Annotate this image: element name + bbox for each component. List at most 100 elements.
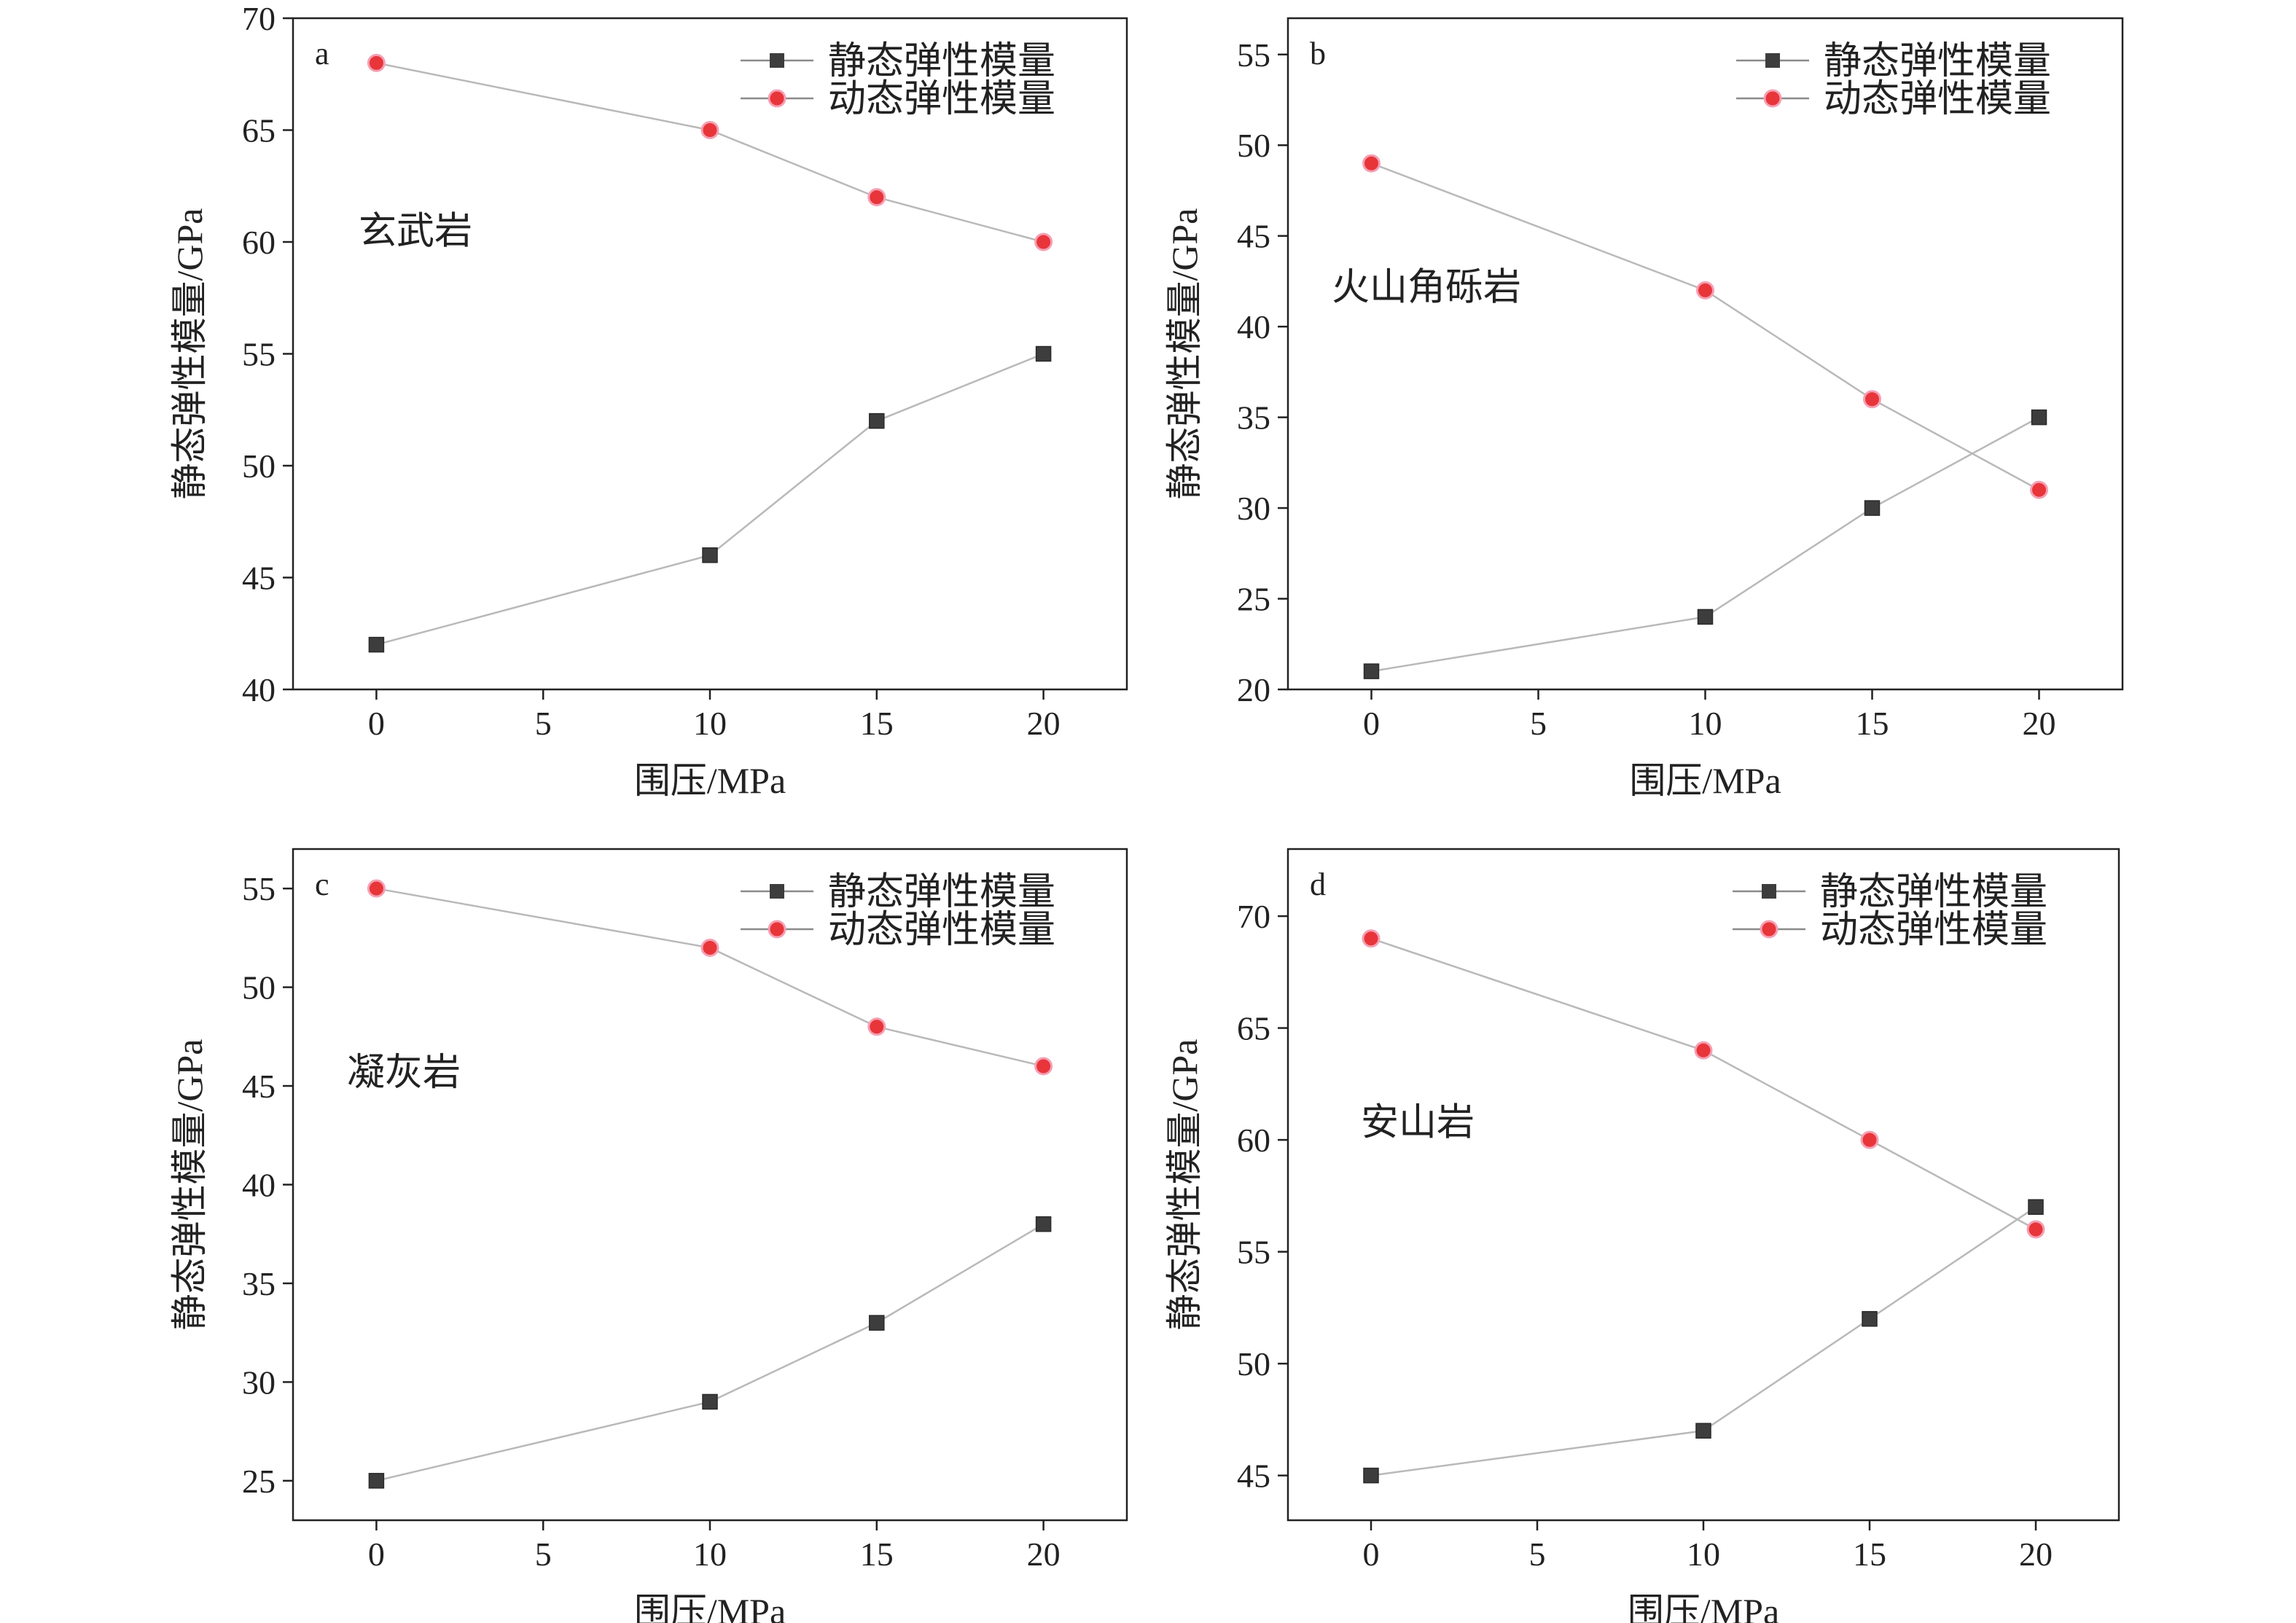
- data-point-dynamic: [1362, 154, 1381, 173]
- panel-label: b: [1310, 36, 1326, 71]
- x-axis-label: 围压/MPa: [1628, 1591, 1779, 1623]
- x-axis-label: 围压/MPa: [1629, 760, 1781, 801]
- y-tick-label: 55: [242, 336, 276, 373]
- data-point-dynamic: [1034, 232, 1053, 251]
- data-point-static: [1697, 609, 1714, 625]
- y-tick-label: 50: [1237, 1345, 1270, 1383]
- y-tick-label: 25: [1237, 581, 1270, 618]
- x-tick-label: 5: [535, 705, 552, 742]
- y-tick-label: 45: [1237, 1458, 1270, 1495]
- y-tick-label: 55: [1237, 36, 1270, 74]
- series-line-static: [376, 1223, 1044, 1482]
- data-point-static: [1035, 1216, 1052, 1232]
- y-tick-label: 45: [1237, 218, 1270, 255]
- y-tick-label: 55: [1237, 1234, 1270, 1271]
- legend-item-dynamic: 动态弹性模量: [1736, 79, 2051, 120]
- panel-label: a: [315, 36, 329, 71]
- data-point-static: [702, 1393, 718, 1410]
- data-point-dynamic: [700, 121, 719, 139]
- legend-item-static: 静态弹性模量: [1733, 872, 2047, 913]
- data-point-static: [869, 412, 885, 429]
- series-line-static: [1371, 416, 2040, 673]
- x-tick-label: 10: [1689, 705, 1722, 742]
- data-point-static: [1363, 663, 1380, 679]
- x-tick-label: 10: [1687, 1536, 1720, 1573]
- rock-type-annotation: 安山岩: [1361, 1103, 1475, 1144]
- x-tick-label: 20: [1027, 705, 1061, 742]
- data-point-static: [2031, 409, 2047, 426]
- legend-item-static: 静态弹性模量: [1736, 41, 2051, 82]
- legend-marker-square: [1762, 884, 1776, 899]
- data-point-dynamic: [1860, 1130, 1879, 1149]
- x-tick-label: 15: [1856, 705, 1889, 742]
- data-point-dynamic: [700, 938, 719, 957]
- data-point-static: [368, 636, 385, 653]
- x-axis-label: 围压/MPa: [634, 1591, 786, 1623]
- data-point-dynamic: [1696, 281, 1714, 300]
- y-tick-label: 20: [1237, 671, 1270, 708]
- y-axis-label: 静态弹性模量/GPa: [169, 1039, 210, 1331]
- legend-marker-square: [1765, 53, 1780, 68]
- series-line-static: [1370, 1206, 2037, 1477]
- legend-item-static: 静态弹性模量: [741, 872, 1055, 913]
- series-line-dynamic: [376, 62, 1044, 243]
- y-tick-label: 35: [1237, 399, 1270, 437]
- legend-label: 静态弹性模量: [1824, 41, 2051, 82]
- legend-item-dynamic: 动态弹性模量: [1733, 910, 2047, 951]
- y-tick-label: 65: [1237, 1010, 1270, 1047]
- x-tick-label: 20: [1027, 1536, 1061, 1573]
- y-tick-label: 50: [242, 447, 276, 485]
- data-point-dynamic: [867, 1017, 886, 1036]
- y-tick-label: 40: [242, 1167, 276, 1204]
- data-point-static: [1695, 1423, 1711, 1439]
- panel-label: c: [315, 867, 329, 902]
- data-point-dynamic: [1694, 1041, 1713, 1060]
- legend-item-dynamic: 动态弹性模量: [741, 910, 1055, 951]
- data-point-static: [702, 547, 718, 563]
- data-point-static: [2028, 1199, 2044, 1215]
- x-tick-label: 20: [2019, 1536, 2053, 1573]
- y-tick-label: 60: [242, 224, 276, 261]
- x-tick-label: 10: [693, 705, 727, 742]
- legend-marker-circle: [768, 89, 786, 108]
- x-tick-label: 5: [1530, 705, 1547, 742]
- y-tick-label: 45: [242, 1068, 276, 1105]
- panel-label: d: [1310, 867, 1326, 902]
- chart-panel-d: 0 5 10 15 20 45 50 55 60 65 70 围压/MPa 静态弹性模量/GPa d 安山岩…: [1164, 848, 2120, 1623]
- x-tick-label: 5: [1529, 1536, 1546, 1573]
- legend-marker-circle: [768, 920, 786, 939]
- legend-marker-square: [770, 884, 784, 899]
- legend-item-dynamic: 动态弹性模量: [741, 79, 1055, 120]
- y-tick-label: 25: [242, 1463, 276, 1500]
- legend-label: 静态弹性模量: [828, 872, 1055, 913]
- series-line-dynamic: [1370, 937, 2037, 1231]
- y-tick-label: 60: [1237, 1122, 1270, 1159]
- series-line-dynamic: [1371, 162, 2040, 491]
- series-line-static: [376, 353, 1044, 646]
- y-tick-label: 55: [242, 870, 276, 907]
- x-tick-label: 5: [535, 1536, 552, 1573]
- data-point-dynamic: [2030, 480, 2048, 499]
- x-tick-label: 15: [860, 705, 894, 742]
- y-tick-label: 45: [242, 560, 276, 597]
- x-tick-label: 0: [1363, 705, 1380, 742]
- y-tick-label: 30: [242, 1364, 276, 1401]
- rock-type-annotation: 火山角砾岩: [1332, 267, 1521, 308]
- legend-label: 动态弹性模量: [828, 79, 1055, 120]
- data-point-dynamic: [1362, 929, 1381, 948]
- y-tick-label: 30: [1237, 490, 1270, 527]
- chart-panel-b: 0 5 10 15 20 20 25 30 35 40 45 50 55 围压/MPa 静态弹性模量/GPa…: [1164, 17, 2124, 801]
- y-axis-label: 静态弹性模量/GPa: [1164, 208, 1205, 500]
- data-point-static: [1862, 1310, 1878, 1327]
- data-point-dynamic: [1863, 390, 1881, 409]
- y-tick-label: 70: [242, 0, 276, 37]
- y-tick-label: 50: [1237, 127, 1270, 164]
- data-point-dynamic: [867, 188, 886, 207]
- data-point-dynamic: [367, 53, 386, 72]
- series-line-dynamic: [376, 887, 1044, 1068]
- y-tick-label: 40: [242, 671, 276, 708]
- data-point-static: [1864, 500, 1881, 516]
- y-tick-label: 50: [242, 969, 276, 1006]
- rock-type-annotation: 玄武岩: [359, 211, 472, 253]
